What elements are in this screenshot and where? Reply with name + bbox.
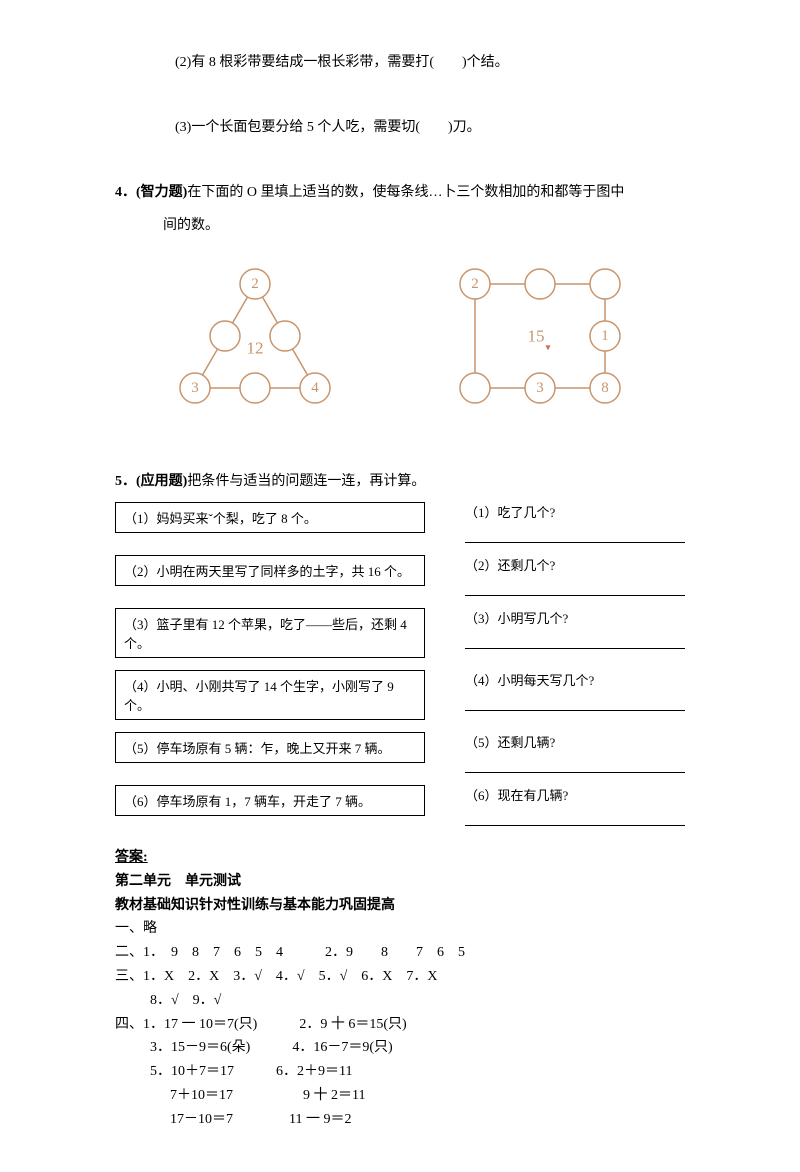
q5-answer-line xyxy=(465,525,685,543)
tri-br: 4 xyxy=(311,380,319,396)
q4-text2: 间的数。 xyxy=(115,214,685,234)
q5-answer-line xyxy=(465,631,685,649)
question-3: (3)一个长面包要分给 5 个人吃，需要切( )刀。 xyxy=(115,115,685,140)
triangle-diagram: 2 3 4 12 xyxy=(160,256,350,421)
svg-text:▾: ▾ xyxy=(545,343,550,354)
q5-text: 把条件与适当的问题连一连，再计算。 xyxy=(187,474,425,489)
answers-sub2: 教材基础知识针对性训练与基本能力巩固提高 xyxy=(115,894,685,918)
sq-b: 3 xyxy=(536,380,544,396)
q5-question-text: （4）小明每天写几个? xyxy=(465,670,685,689)
diagrams-row: 2 3 4 12 xyxy=(115,254,685,424)
ans-l6: 5．10＋7＝17 6．2＋9＝11 xyxy=(115,1060,685,1084)
sq-r: 1 xyxy=(601,328,609,344)
tri-bl: 3 xyxy=(191,380,199,396)
ans-l3b: 8．√ 9．√ xyxy=(115,989,685,1013)
q5-row: （5）停车场原有 5 辆：乍，晚上又开来 7 辆。 （5）还剩几辆? xyxy=(115,732,685,773)
square-diagram: 2 1 3 8 15 ▾ xyxy=(440,256,640,421)
sq-br: 8 xyxy=(601,380,609,396)
q5-answer-line xyxy=(465,578,685,596)
q5-row: （4）小明、小刚共写了 14 个生字，小刚写了 9 个。 （4）小明每天写几个? xyxy=(115,670,685,720)
ans-l1: 一、略 xyxy=(115,917,685,941)
ans-l5: 3．15－9＝6(朵) 4．16－7＝9(只) xyxy=(115,1036,685,1060)
q5-question-text: （3）小明写几个? xyxy=(465,608,685,627)
ans-l3: 三、1．X 2．X 3．√ 4．√ 5．√ 6．X 7．X xyxy=(115,965,685,989)
q5-condition-box: （4）小明、小刚共写了 14 个生字，小刚写了 9 个。 xyxy=(115,670,425,720)
q5-question-area: （2）还剩几个? xyxy=(465,555,685,596)
q5-answer-line xyxy=(465,755,685,773)
q5-row: （1）妈妈买来ˇ个梨，吃了 8 个。 （1）吃了几个? xyxy=(115,502,685,543)
q5-question-area: （6）现在有几辆? xyxy=(465,785,685,826)
q4-label: 4．(智力题) xyxy=(115,185,187,200)
q5-container: （1）妈妈买来ˇ个梨，吃了 8 个。 （1）吃了几个? （2）小明在两天里写了同样多… xyxy=(115,502,685,826)
q5-question-area: （3）小明写几个? xyxy=(465,608,685,649)
question-5-header: 5．(应用题)把条件与适当的问题连一连，再计算。 xyxy=(115,469,685,494)
ans-l8: 17－10＝7 11 一 9＝2 xyxy=(115,1108,685,1132)
ans-l4: 四、1．17 一 10＝7(只) 2．9 十 6＝15(只) xyxy=(115,1013,685,1037)
ans-l2: 二、1． 9 8 7 6 5 4 2．9 8 7 6 5 xyxy=(115,941,685,965)
sq-center: 15 xyxy=(528,327,545,346)
answers-section: 答案: 第二单元 单元测试 教材基础知识针对性训练与基本能力巩固提高 一、略 二… xyxy=(115,846,685,1132)
q5-question-text: （6）现在有几辆? xyxy=(465,785,685,804)
q5-answer-line xyxy=(465,808,685,826)
q5-row: （2）小明在两天里写了同样多的土字，共 16 个。 （2）还剩几个? xyxy=(115,555,685,596)
q5-condition-box: （5）停车场原有 5 辆：乍，晚上又开来 7 辆。 xyxy=(115,732,425,763)
q4-text: 在下面的 O 里填上适当的数，使每条线…卜三个数相加的和都等于图中 xyxy=(187,185,624,200)
q5-condition-box: （1）妈妈买来ˇ个梨，吃了 8 个。 xyxy=(115,502,425,533)
q5-condition-box: （6）停车场原有 1，7 辆车，开走了 7 辆。 xyxy=(115,785,425,816)
q5-question-text: （1）吃了几个? xyxy=(465,502,685,521)
q5-question-text: （5）还剩几辆? xyxy=(465,732,685,751)
q5-answer-line xyxy=(465,693,685,711)
q5-row: （3）篮子里有 12 个苹果，吃了——些后，还剩 4 个。 （3）小明写几个? xyxy=(115,608,685,658)
q5-label: 5．(应用题) xyxy=(115,474,187,489)
q5-condition-box: （3）篮子里有 12 个苹果，吃了——些后，还剩 4 个。 xyxy=(115,608,425,658)
ans-l7: 7＋10＝17 9 十 2＝11 xyxy=(115,1084,685,1108)
tri-top: 2 xyxy=(251,276,259,292)
tri-center: 12 xyxy=(247,339,264,358)
question-4-header: 4．(智力题)在下面的 O 里填上适当的数，使每条线…卜三个数相加的和都等于图中 xyxy=(115,180,685,205)
question-2: (2)有 8 根彩带要结成一根长彩带，需要打( )个结。 xyxy=(115,50,685,75)
q5-question-area: （4）小明每天写几个? xyxy=(465,670,685,711)
q5-question-text: （2）还剩几个? xyxy=(465,555,685,574)
q5-condition-box: （2）小明在两天里写了同样多的土字，共 16 个。 xyxy=(115,555,425,586)
q5-row: （6）停车场原有 1，7 辆车，开走了 7 辆。 （6）现在有几辆? xyxy=(115,785,685,826)
sq-tl: 2 xyxy=(471,276,479,292)
q5-question-area: （1）吃了几个? xyxy=(465,502,685,543)
answers-sub1: 第二单元 单元测试 xyxy=(115,870,685,894)
q5-question-area: （5）还剩几辆? xyxy=(465,732,685,773)
worksheet-page: (2)有 8 根彩带要结成一根长彩带，需要打( )个结。 (3)一个长面包要分给… xyxy=(0,0,800,1172)
answers-title: 答案: xyxy=(115,846,685,866)
